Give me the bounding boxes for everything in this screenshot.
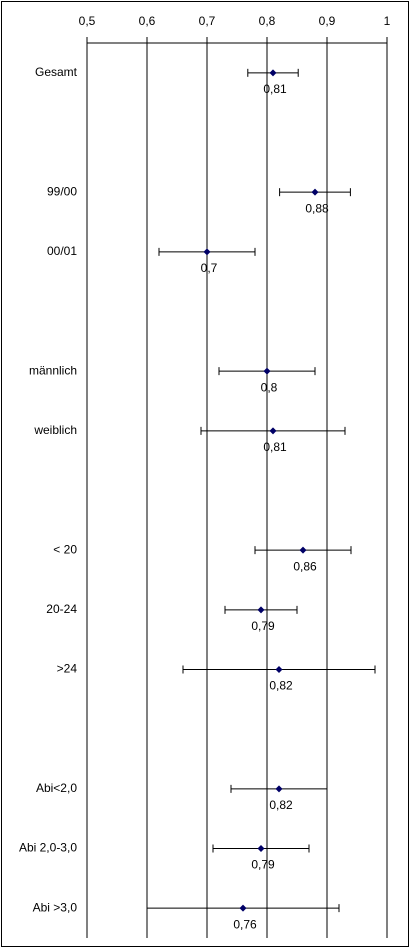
y-tick-label: 99/00 [47, 184, 77, 198]
data-point [263, 367, 271, 375]
data-point [239, 904, 247, 912]
data-point [257, 845, 265, 852]
value-label: 0,81 [263, 82, 287, 96]
value-label: 0,82 [269, 798, 293, 812]
x-tick-label: 0,5 [79, 14, 96, 28]
x-tick-label: 0,9 [319, 14, 336, 28]
data-point [311, 188, 319, 196]
value-label: 0,81 [263, 440, 287, 454]
x-tick-label: 1 [384, 14, 391, 28]
value-label: 0,7 [201, 261, 218, 275]
x-tick-label: 0,6 [139, 14, 156, 28]
y-tick-label: Abi >3,0 [33, 900, 78, 914]
data-point [203, 248, 211, 256]
value-label: 0,8 [261, 380, 278, 394]
data-point [269, 427, 277, 435]
value-label: 0,79 [251, 858, 275, 872]
x-tick-label: 0,8 [259, 14, 276, 28]
y-tick-label: männlich [29, 363, 77, 377]
data-point [269, 69, 277, 77]
y-tick-label: Abi<2,0 [36, 781, 77, 795]
value-label: 0,76 [233, 917, 257, 931]
data-point [257, 606, 265, 614]
data-point [299, 546, 307, 554]
y-tick-label: Abi 2,0-3,0 [19, 841, 77, 855]
data-point [275, 785, 283, 793]
data-point [275, 666, 283, 673]
y-tick-label: < 20 [53, 542, 77, 556]
x-tick-label: 0,7 [199, 14, 216, 28]
value-label: 0,88 [305, 201, 329, 215]
value-label: 0,79 [251, 619, 275, 633]
y-tick-label: weiblich [33, 423, 77, 437]
y-tick-label: Gesamt [35, 65, 78, 79]
value-label: 0,86 [293, 559, 317, 573]
y-tick-label: >24 [57, 662, 78, 676]
y-tick-label: 00/01 [47, 244, 77, 258]
value-label: 0,82 [269, 679, 293, 693]
y-tick-label: 20-24 [46, 602, 77, 616]
